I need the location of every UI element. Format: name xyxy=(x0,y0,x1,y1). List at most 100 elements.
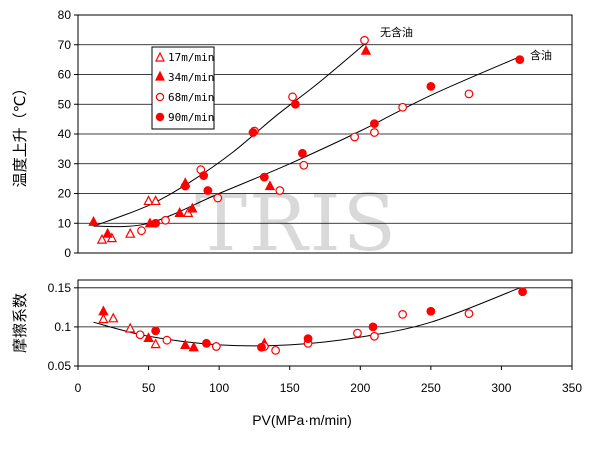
friction-panel: 0.05 0.1 0.15 0 50 100 150 200 250 300 350 摩擦系数 P… xyxy=(11,279,582,428)
legend-label: 68m/min xyxy=(168,91,214,104)
data-point-circle-filled xyxy=(257,342,266,352)
y-tick-label: 30 xyxy=(58,157,72,171)
data-point-circle-filled xyxy=(290,99,300,109)
data-point-triangle-open xyxy=(96,233,108,244)
data-point-circle-filled xyxy=(298,148,307,158)
data-point-circle-filled xyxy=(259,172,269,182)
y-tick-label: 0.1 xyxy=(54,320,71,334)
legend-item-17: 17m/min xyxy=(155,51,214,64)
data-point-triangle-filled xyxy=(143,332,154,342)
y-tick-label: 40 xyxy=(58,127,72,141)
y-tick-label: 0.15 xyxy=(48,281,72,295)
fit-label-oil: 含油 xyxy=(530,48,552,62)
data-point-circle-open xyxy=(464,309,474,319)
legend-item-68: 68m/min xyxy=(155,91,214,104)
data-point-triangle-open xyxy=(125,322,136,333)
friction-grid xyxy=(78,287,572,328)
data-point-triangle-open xyxy=(150,338,161,349)
data-point-circle-open xyxy=(275,186,285,195)
x-tick-label: 50 xyxy=(142,381,156,395)
data-point-triangle-open xyxy=(125,227,136,238)
y-tick-label: 80 xyxy=(58,8,72,22)
data-point-triangle-open xyxy=(108,312,119,323)
data-point-triangle-filled xyxy=(264,180,276,191)
data-point-circle-open xyxy=(162,335,172,345)
data-point-triangle-filled xyxy=(188,341,199,352)
x-tick-label: 0 xyxy=(75,381,82,395)
data-point-circle-filled xyxy=(426,81,436,91)
x-tick-label: 150 xyxy=(280,381,300,395)
temperature-y-ticks: 0 10 20 30 40 50 60 70 80 xyxy=(58,8,78,260)
data-point-triangle-filled xyxy=(360,44,372,55)
data-point-circle-open xyxy=(137,226,146,236)
data-point-circle-open xyxy=(353,328,362,338)
x-tick-label: 250 xyxy=(421,381,441,395)
y-tick-label: 70 xyxy=(58,38,72,52)
data-point-triangle-open xyxy=(98,313,109,324)
data-point-circle-filled xyxy=(248,128,258,137)
data-point-triangle-open xyxy=(143,195,154,206)
friction-plot-frame xyxy=(77,279,573,367)
legend-label: 90m/min xyxy=(168,111,214,124)
legend-marker-triangle-open xyxy=(155,51,165,62)
y-tick-label: 60 xyxy=(58,68,72,82)
data-point-triangle-filled xyxy=(174,207,185,217)
data-point-triangle-filled xyxy=(102,227,113,238)
data-point-circle-open xyxy=(211,342,221,351)
legend-item-90: 90m/min xyxy=(155,111,214,124)
x-tick-label: 100 xyxy=(209,381,229,395)
fit-label-no-oil: 无含油 xyxy=(380,25,413,39)
data-point-circle-filled xyxy=(518,287,527,297)
data-point-circle-open xyxy=(370,331,379,341)
temperature-panel: 0 10 20 30 40 50 60 70 80 温度上升（℃） 无含油 含油 17m/min… xyxy=(11,8,573,260)
data-point-circle-open xyxy=(161,215,170,225)
legend-label: 34m/min xyxy=(168,71,214,84)
fit-curve-no-oil xyxy=(93,41,368,227)
data-point-circle-filled xyxy=(368,322,378,332)
data-point-circle-filled xyxy=(303,334,313,344)
data-point-triangle-filled xyxy=(88,215,99,226)
data-point-circle-open xyxy=(213,193,223,203)
data-point-triangle-filled xyxy=(98,305,109,316)
data-point-circle-open xyxy=(299,160,309,170)
legend: 17m/min 34m/min 68m/min 90m/min xyxy=(151,46,215,130)
data-point-circle-filled xyxy=(151,326,161,336)
y-tick-label: 0.05 xyxy=(48,359,72,373)
legend-marker-triangle-filled xyxy=(155,70,165,81)
data-point-circle-filled xyxy=(199,171,209,181)
data-point-circle-open xyxy=(464,89,474,99)
data-point-triangle-filled xyxy=(187,202,198,213)
data-point-circle-open xyxy=(360,35,369,45)
y-tick-label: 0 xyxy=(64,246,71,260)
watermark: TRIS xyxy=(195,179,398,269)
data-point-circle-open xyxy=(370,128,379,137)
x-tick-label: 350 xyxy=(562,381,582,395)
data-point-circle-filled xyxy=(180,181,190,191)
data-point-circle-filled xyxy=(151,218,161,228)
data-point-circle-filled xyxy=(202,338,211,348)
data-point-circle-filled xyxy=(426,306,436,316)
legend-marker-circle-open xyxy=(155,92,165,102)
legend-label: 17m/min xyxy=(168,51,214,64)
data-point-circle-open xyxy=(398,102,408,112)
temperature-points xyxy=(88,35,525,244)
data-point-circle-filled xyxy=(515,55,525,65)
friction-y-axis-label: 摩擦系数 xyxy=(11,293,29,353)
y-tick-label: 10 xyxy=(58,216,72,230)
legend-item-34: 34m/min xyxy=(155,70,214,84)
x-axis-label: PV(MPa·m/min) xyxy=(252,412,352,428)
data-point-triangle-open xyxy=(150,195,161,206)
data-point-circle-open xyxy=(350,132,360,142)
data-point-circle-open xyxy=(271,345,281,355)
x-tick-label: 200 xyxy=(350,381,370,395)
data-point-circle-open xyxy=(398,310,408,319)
friction-points xyxy=(98,287,527,355)
data-point-circle-filled xyxy=(203,186,213,195)
data-point-circle-open xyxy=(135,330,145,340)
data-point-triangle-filled xyxy=(180,339,191,349)
legend-marker-circle-filled xyxy=(155,112,165,122)
data-point-circle-filled xyxy=(370,119,379,128)
x-ticks: 0 50 100 150 200 250 300 350 xyxy=(75,366,582,395)
x-tick-label: 300 xyxy=(491,381,511,395)
